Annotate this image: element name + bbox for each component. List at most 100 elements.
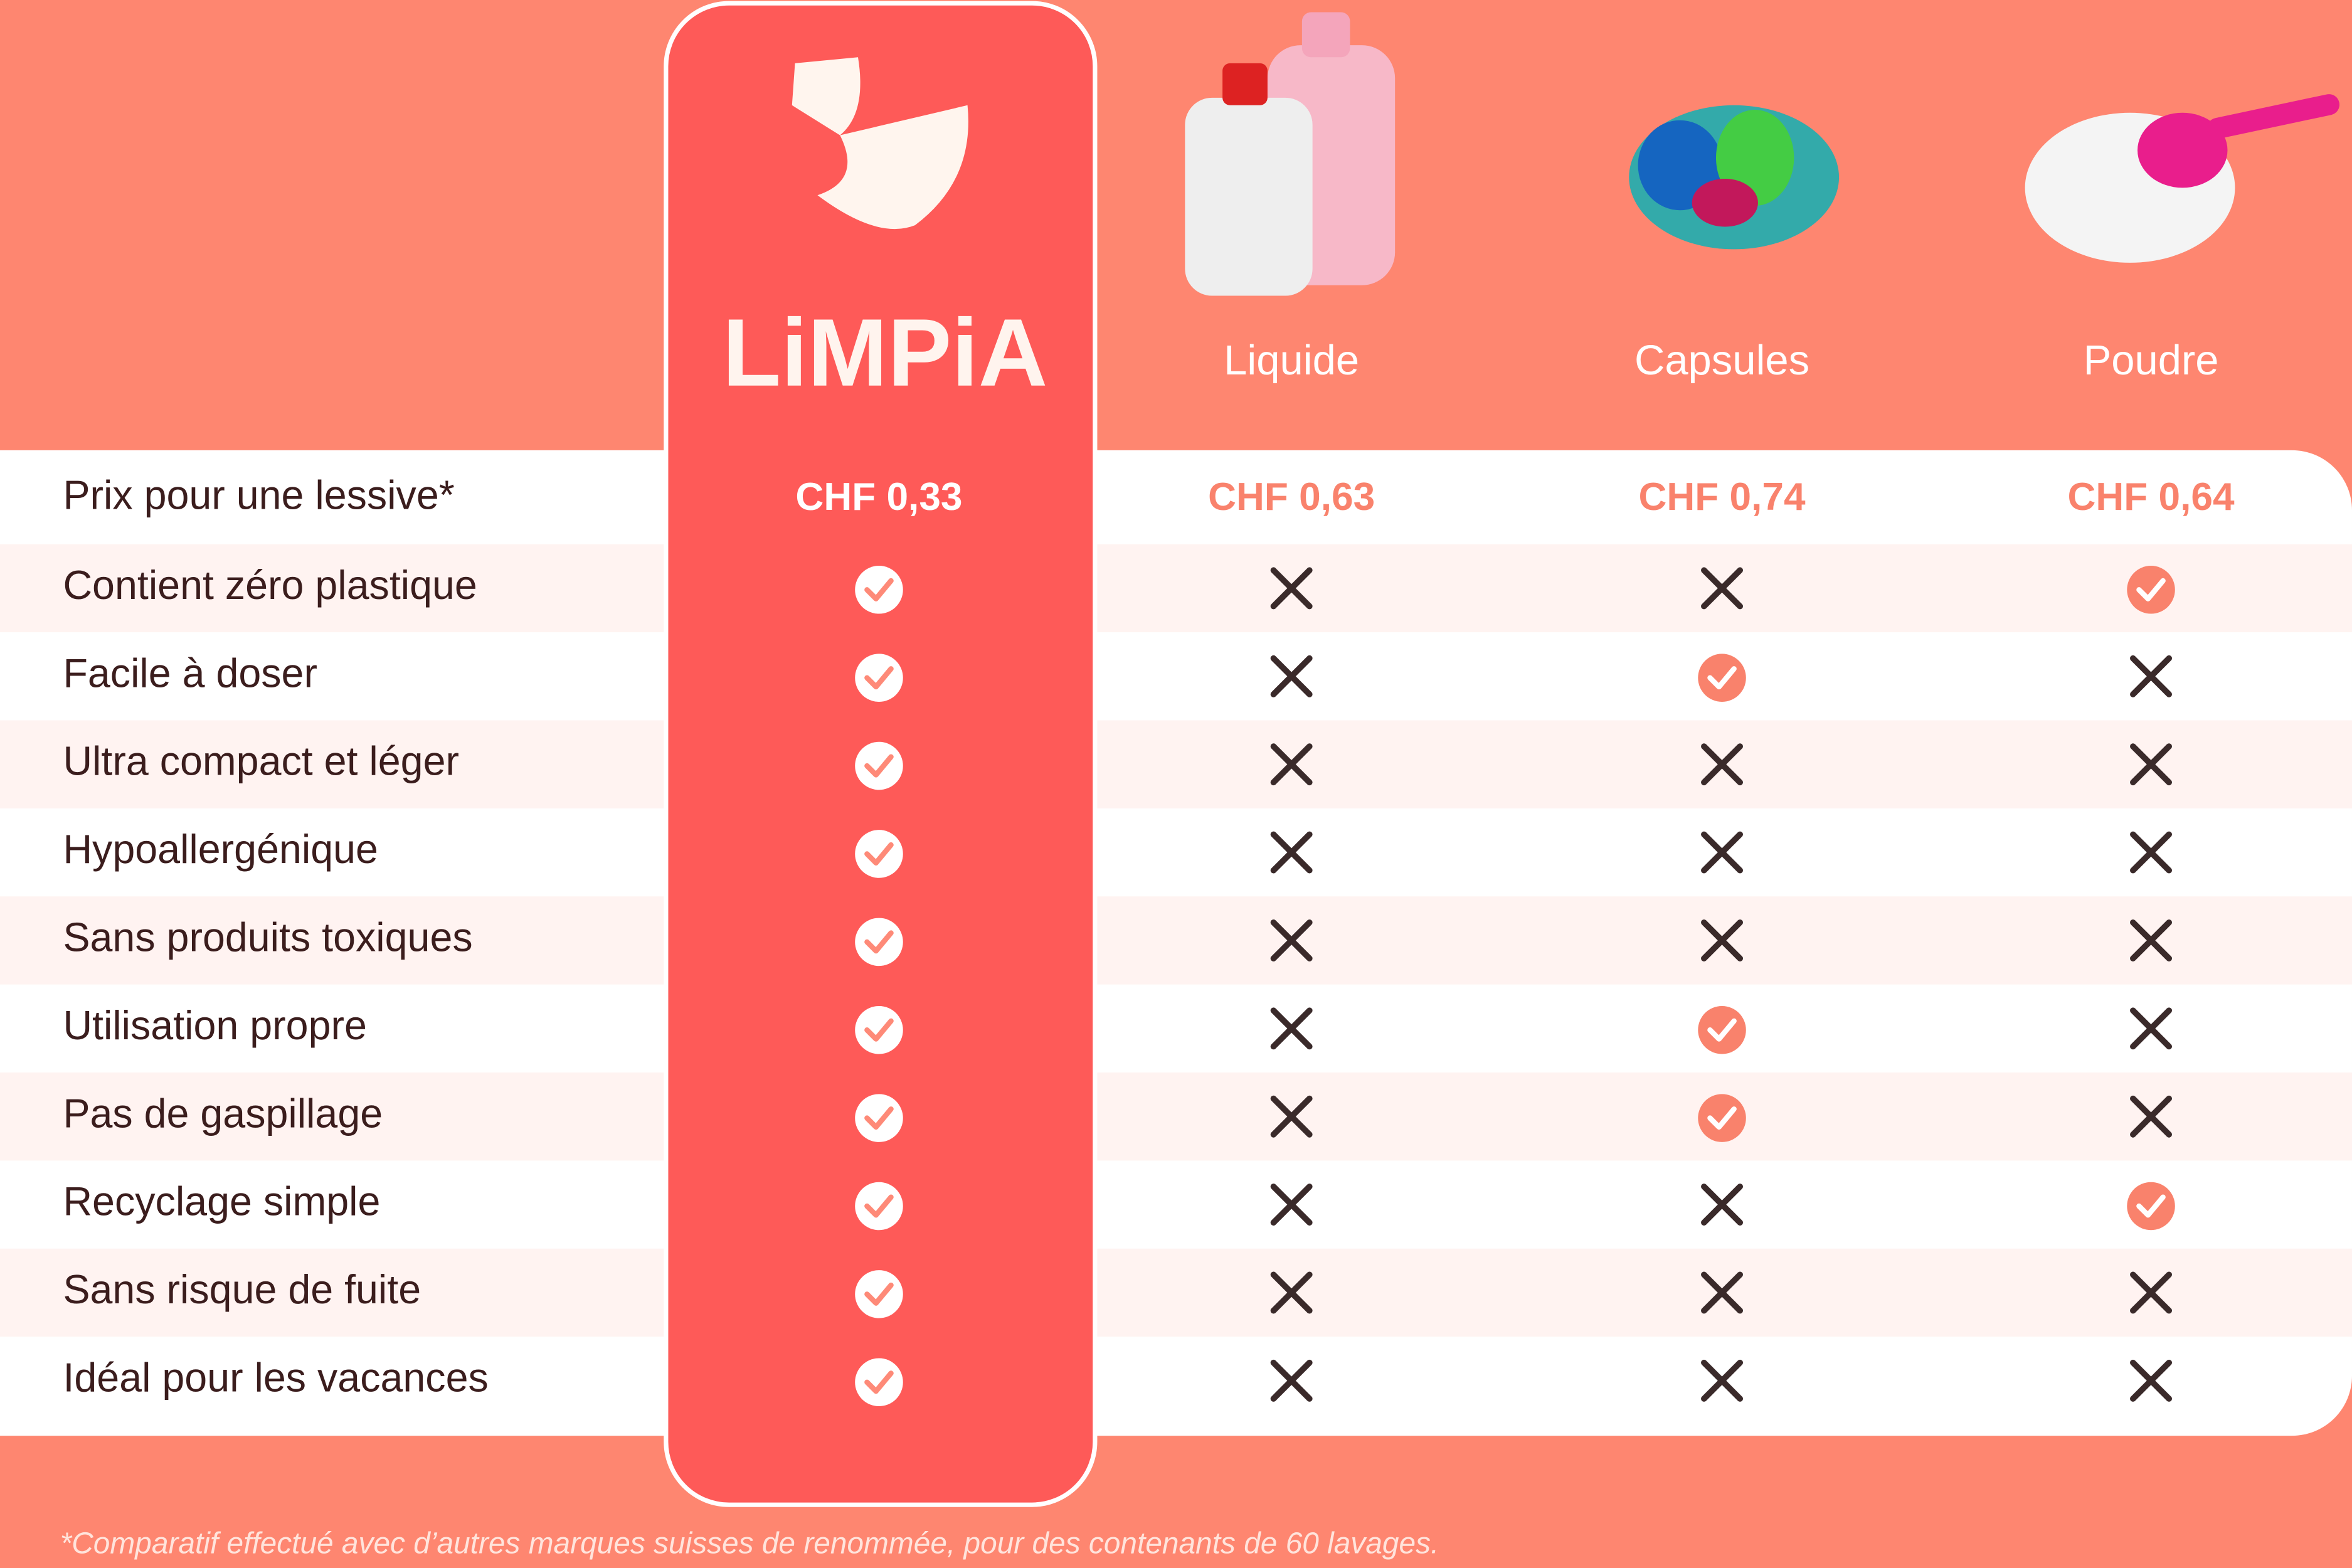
check-mark [2136, 1194, 2166, 1218]
check-circle [1698, 1094, 1746, 1142]
cross-mark [1270, 1271, 1313, 1314]
price: CHF 0,33 [795, 475, 962, 519]
row-label: Recyclage simple [63, 1179, 380, 1224]
check-mark [864, 578, 894, 601]
cross-mark [1270, 743, 1313, 786]
check-mark [864, 1194, 894, 1218]
cross-mark [1270, 655, 1313, 697]
check-mark [864, 1018, 894, 1042]
row-label: Facile à doser [63, 650, 317, 696]
column-header: Liquide [1224, 337, 1359, 384]
check-circle [1698, 1005, 1746, 1054]
cross-mark [2130, 655, 2173, 697]
cross-mark [1270, 1007, 1313, 1050]
row-label: Prix pour une lessive* [63, 472, 454, 517]
cross-icon [1270, 1271, 1313, 1314]
check-mark [864, 1106, 894, 1130]
price: CHF 0,64 [2067, 475, 2234, 519]
cross-icon [1701, 1359, 1744, 1402]
check-circle [855, 830, 903, 878]
cross-mark [1701, 743, 1744, 786]
check-icon [855, 654, 903, 702]
cross-mark [2130, 1271, 2173, 1314]
cross-icon [1270, 1007, 1313, 1050]
row-label: Contient zéro plastique [63, 563, 477, 608]
cross-mark [1701, 1359, 1744, 1402]
check-mark [864, 1370, 894, 1394]
check-icon [855, 1094, 903, 1142]
check-mark [864, 842, 894, 866]
row-label: Sans produits toxiques [63, 915, 472, 960]
check-icon [855, 1005, 903, 1054]
cross-icon [2130, 655, 2173, 697]
cross-mark [2130, 1095, 2173, 1138]
row-label: Sans risque de fuite [63, 1267, 421, 1312]
cross-icon [1270, 1359, 1313, 1402]
check-icon [2127, 1182, 2175, 1231]
row-stripe [0, 896, 2352, 985]
cross-mark [1270, 1359, 1313, 1402]
check-mark [864, 666, 894, 690]
check-mark [864, 754, 894, 778]
cross-mark [1701, 831, 1744, 874]
check-icon [855, 1358, 903, 1407]
cross-icon [1701, 743, 1744, 786]
cross-mark [2130, 743, 2173, 786]
cross-mark [1270, 567, 1313, 610]
cross-mark [2130, 1007, 2173, 1050]
row-label: Utilisation propre [63, 1003, 366, 1048]
cross-mark [1270, 1095, 1313, 1138]
cross-mark [2130, 919, 2173, 961]
check-circle [855, 1270, 903, 1318]
liquid-bottles [1185, 12, 1396, 296]
cross-icon [1701, 567, 1744, 610]
check-mark [1707, 1106, 1737, 1130]
cross-icon [1270, 743, 1313, 786]
row-label: Ultra compact et léger [63, 739, 459, 784]
powder [2025, 94, 2340, 263]
row-stripe [0, 1073, 2352, 1161]
check-circle [1698, 654, 1746, 702]
column-header: Capsules [1634, 337, 1809, 384]
check-icon [2127, 566, 2175, 614]
column-header: Poudre [2084, 337, 2219, 384]
row-stripe [0, 1248, 2352, 1337]
check-icon [1698, 1005, 1746, 1054]
cross-mark [1701, 567, 1744, 610]
check-icon [855, 918, 903, 967]
check-icon [1698, 1094, 1746, 1142]
check-circle [855, 918, 903, 967]
brand-logo: LiMPiA [723, 299, 1048, 406]
cross-icon [2130, 831, 2173, 874]
cross-icon [1270, 831, 1313, 874]
check-icon [855, 1182, 903, 1231]
check-circle [855, 1182, 903, 1231]
paper-icon [792, 57, 968, 230]
cross-icon [1270, 655, 1313, 697]
cross-mark [1701, 919, 1744, 961]
cross-mark [1701, 1184, 1744, 1226]
check-icon [855, 741, 903, 790]
row-label: Hypoallergénique [63, 827, 378, 872]
cross-icon [1270, 567, 1313, 610]
cross-icon [2130, 1271, 2173, 1314]
cross-icon [2130, 1095, 2173, 1138]
cross-mark [2130, 831, 2173, 874]
row-label: Pas de gaspillage [63, 1091, 383, 1136]
check-mark [864, 930, 894, 954]
cross-icon [2130, 1359, 2173, 1402]
cross-mark [2130, 1359, 2173, 1402]
cross-icon [1701, 1184, 1744, 1226]
check-icon [855, 1270, 903, 1318]
cross-icon [1701, 831, 1744, 874]
check-mark [1707, 1018, 1737, 1042]
capsules [1629, 105, 1840, 250]
check-circle [855, 741, 903, 790]
check-circle [855, 1005, 903, 1054]
check-circle [2127, 566, 2175, 614]
check-circle [855, 1358, 903, 1407]
cross-icon [2130, 1007, 2173, 1050]
check-icon [855, 566, 903, 614]
